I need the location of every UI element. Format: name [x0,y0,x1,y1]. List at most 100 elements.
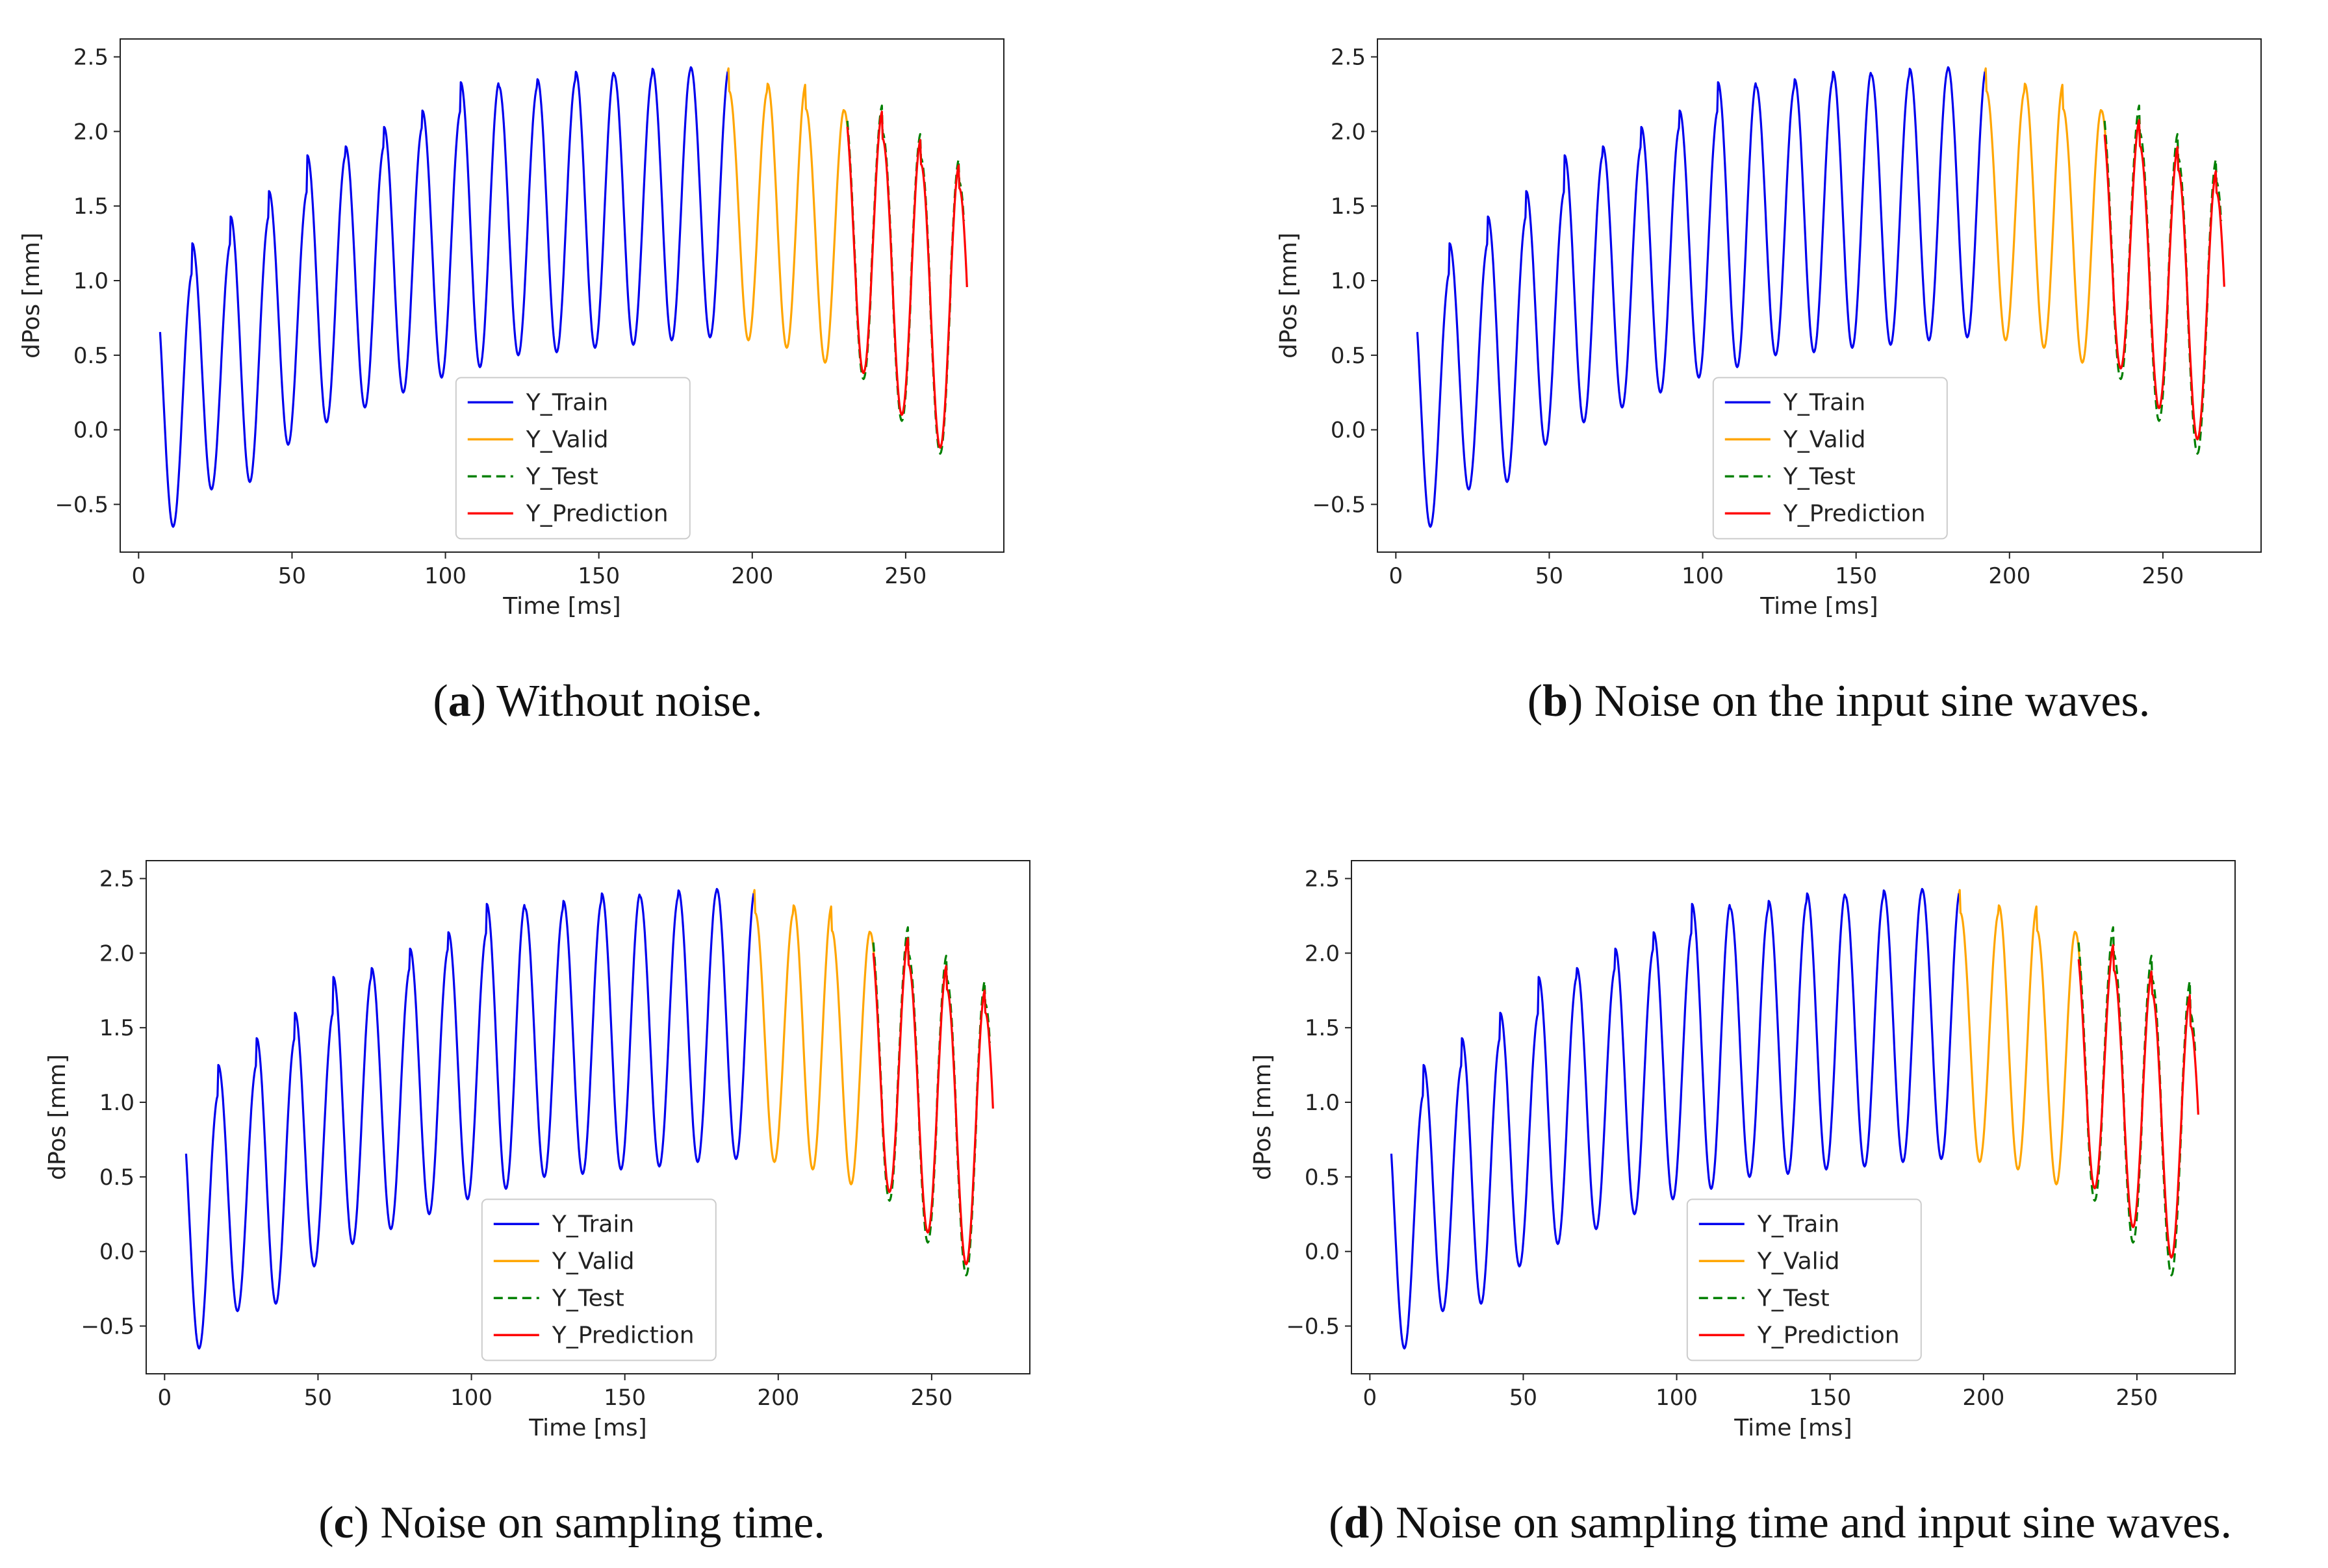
caption-b-text: Noise on the input sine waves. [1594,676,2151,726]
caption-c-letter: c [333,1498,354,1548]
x-tick-label: 250 [2116,1385,2158,1411]
legend-box [481,1198,717,1361]
x-tick-label: 200 [757,1385,799,1411]
legend-label-valid: Y_Valid [1783,426,1866,453]
y-tick-label: 1.5 [73,194,109,220]
y-axis-label: dPos [mm] [1249,1054,1276,1180]
y-tick-label: 2.5 [1331,45,1366,71]
x-tick-label: 150 [1835,563,1877,589]
series-line-valid [752,889,878,1185]
series-line-valid [1958,889,2083,1185]
x-axis-label: Time [ms] [1733,1415,1852,1441]
legend-label-test: Y_Test [552,1285,624,1311]
legend-label-train: Y_Train [526,389,608,416]
caption-a-text: Without noise. [496,676,763,726]
legend-label-valid: Y_Valid [1757,1248,1840,1274]
x-tick-label: 0 [158,1385,172,1411]
chart-panel-c: 0 50 100 150 200 250 −0.5 0.0 0.5 1.0 1.5 2.0 2.5 Tim… [26,841,1144,1465]
y-tick-label: 2.0 [1305,941,1340,967]
legend-box [455,377,691,540]
x-tick-label: 250 [2142,563,2184,589]
series-line-prediction [872,937,994,1266]
x-tick-label: 200 [1988,563,2030,589]
y-tick-label: 1.5 [99,1015,134,1041]
x-tick-label: 100 [1656,1385,1698,1411]
y-tick-label: −0.5 [55,492,109,518]
x-tick-label: 200 [731,563,773,589]
y-tick-label: 1.5 [1331,194,1366,220]
caption-a-letter: a [448,676,471,726]
x-tick-label: 50 [1535,563,1563,589]
legend-label-prediction: Y_Prediction [552,1322,695,1348]
x-tick-label: 0 [132,563,146,589]
caption-d-letter: d [1344,1498,1370,1548]
x-tick-label: 100 [424,563,467,589]
series-line-prediction [846,110,968,449]
x-tick-label: 150 [578,563,620,589]
series-line-test [2077,926,2197,1277]
caption-c-text: Noise on sampling time. [380,1498,825,1548]
legend-label-valid: Y_Valid [526,426,609,453]
y-tick-label: 1.5 [1305,1015,1340,1041]
series-line-train [159,66,729,528]
x-axis-label: Time [ms] [502,593,620,620]
legend-label-train: Y_Train [552,1211,634,1237]
chart-panel-a: 0 50 100 150 200 250 −0.5 0.0 0.5 1.0 1.5 2.0 2.5 Tim… [0,19,1118,643]
chart-panel-b: 0 50 100 150 200 250 −0.5 0.0 0.5 1.0 1.5 2.0 2.5 Tim… [1257,19,2328,643]
y-tick-label: 2.5 [1305,866,1340,892]
y-axis-label: dPos [mm] [18,233,45,359]
y-tick-label: 2.0 [73,119,109,145]
legend-label-train: Y_Train [1783,389,1865,416]
series-line-train [1390,887,1960,1350]
x-tick-label: 250 [884,563,927,589]
x-tick-label: 200 [1962,1385,2004,1411]
y-tick-label: 2.0 [99,941,134,967]
chart-d: 0 50 100 150 200 250 −0.5 0.0 0.5 1.0 1.5 2.0 2.5 Tim… [1249,860,2236,1441]
x-axis-label: Time [ms] [1759,593,1878,620]
y-tick-label: 0.0 [1331,418,1366,444]
caption-d-text: Noise on sampling time and input sine wa… [1396,1498,2232,1548]
series-line-train [1416,66,1986,528]
chart-b: 0 50 100 150 200 250 −0.5 0.0 0.5 1.0 1.5 2.0 2.5 Tim… [1275,38,2262,620]
x-tick-label: 0 [1363,1385,1377,1411]
caption-a: (a) Without noise. [433,676,763,726]
y-axis-label: dPos [mm] [44,1054,71,1180]
legend-box [1712,377,1948,540]
series-line-valid [726,67,852,364]
series-line-valid [1984,67,2109,364]
legend-label-test: Y_Test [526,463,598,490]
series-line-prediction [2077,944,2199,1259]
legend-label-train: Y_Train [1757,1211,1839,1237]
x-tick-label: 100 [1682,563,1724,589]
y-tick-label: 0.5 [73,343,109,369]
x-tick-label: 0 [1389,563,1403,589]
y-tick-label: 0.0 [73,418,109,444]
legend-label-valid: Y_Valid [552,1248,635,1274]
caption-d: (d) Noise on sampling time and input sin… [1328,1498,2232,1548]
legend-box [1686,1198,1922,1361]
y-tick-label: 1.0 [1305,1090,1340,1116]
y-tick-label: 2.0 [1331,119,1366,145]
y-tick-label: 0.0 [1305,1239,1340,1265]
y-axis-label: dPos [mm] [1275,233,1302,359]
caption-c: (c) Noise on sampling time. [318,1498,825,1548]
y-tick-label: 0.5 [1331,343,1366,369]
x-tick-label: 50 [304,1385,332,1411]
x-tick-label: 50 [1509,1385,1537,1411]
y-tick-label: 1.0 [73,268,109,294]
x-tick-label: 250 [910,1385,953,1411]
chart-panel-d: 0 50 100 150 200 250 −0.5 0.0 0.5 1.0 1.5 2.0 2.5 Tim… [1231,841,2328,1465]
legend-label-test: Y_Test [1757,1285,1830,1311]
caption-b: (b) Noise on the input sine waves. [1527,676,2151,726]
legend-label-prediction: Y_Prediction [1783,500,1926,527]
x-axis-label: Time [ms] [528,1415,646,1441]
legend-label-prediction: Y_Prediction [1757,1322,1900,1348]
chart-a: 0 50 100 150 200 250 −0.5 0.0 0.5 1.0 1.5 2.0 2.5 Tim… [18,38,1004,620]
y-tick-label: −0.5 [1286,1314,1340,1340]
y-tick-label: 1.0 [1331,268,1366,294]
x-tick-label: 100 [450,1385,492,1411]
y-tick-label: 2.5 [99,866,134,892]
series-line-train [185,887,755,1350]
x-tick-label: 150 [604,1385,646,1411]
x-tick-label: 150 [1809,1385,1851,1411]
